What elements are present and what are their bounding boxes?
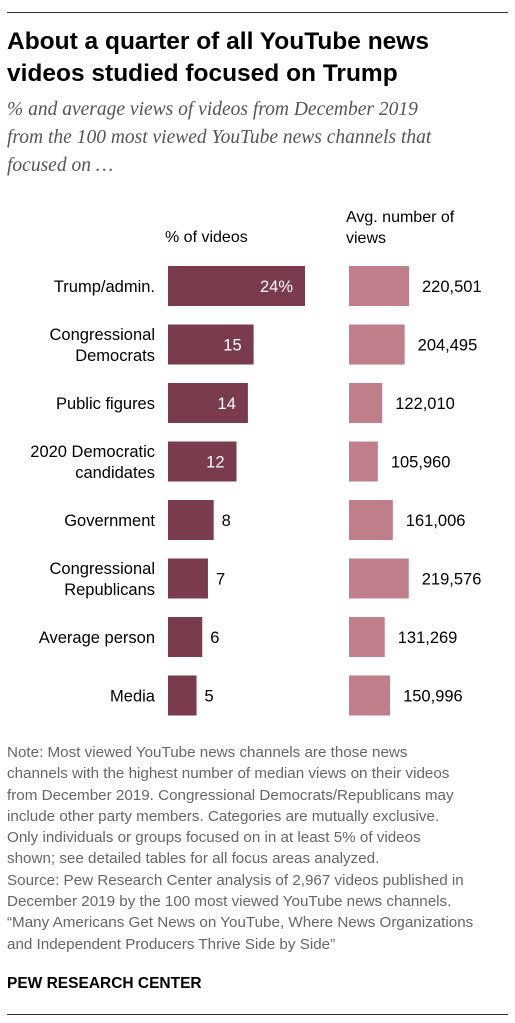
pct-bar <box>168 383 248 423</box>
views-value-label: 150,996 <box>403 688 463 706</box>
category-label: 2020 Democratic <box>30 443 155 461</box>
views-bar <box>349 441 378 482</box>
category-label: Trump/admin. <box>54 278 155 296</box>
views-value-label: 122,010 <box>395 395 455 413</box>
pct-bar <box>168 324 254 365</box>
views-value-label: 219,576 <box>422 571 482 589</box>
pct-value-label: 12 <box>206 454 224 472</box>
category-label: Public figures <box>56 395 155 413</box>
note-line: Only individuals or groups focused on in… <box>7 829 421 847</box>
note-and-source: Note: Most viewed YouTube news channels … <box>7 742 512 955</box>
views-bar <box>349 675 391 716</box>
views-value-label: 204,495 <box>418 337 478 355</box>
bar-chart: % of videos Avg. number of views Trump/admi… <box>30 209 482 716</box>
source-line: “Many Americans Get News on YouTube, Whe… <box>7 914 474 932</box>
pct-bar <box>168 558 208 599</box>
source-line: and Independent Producers Thrive Side by… <box>7 935 336 953</box>
views-bar <box>349 500 393 540</box>
note-line: include other party members. Categories … <box>7 807 440 825</box>
pct-value-label: 14 <box>218 395 236 413</box>
views-value-label: 161,006 <box>406 512 466 530</box>
views-bar <box>349 617 385 657</box>
header-avg-views: views <box>346 230 386 247</box>
header-avg-views: Avg. number of <box>346 209 455 226</box>
note-line: from December 2019. Congressional Democr… <box>7 786 454 804</box>
pct-value-label: 7 <box>216 571 225 589</box>
category-label: candidates <box>75 464 155 482</box>
category-label: Government <box>64 512 155 530</box>
category-label: Congressional <box>50 560 155 578</box>
category-label: Congressional <box>50 326 155 344</box>
subtitle-line: % and average views of videos from Decem… <box>7 99 418 120</box>
pct-value-label: 24% <box>260 278 293 296</box>
source-line: Source: Pew Research Center analysis of … <box>7 871 464 889</box>
subtitle-line: from the 100 most viewed YouTube news ch… <box>7 127 432 148</box>
pct-bar <box>168 266 305 306</box>
chart-subtitle: % and average views of videos from Decem… <box>7 96 507 180</box>
views-bar <box>349 383 383 423</box>
footer-pew-research-center: PEW RESEARCH CENTER <box>7 975 202 992</box>
source-line: December 2019 by the 100 most viewed You… <box>7 893 452 911</box>
note-line: channels with the highest number of medi… <box>7 765 450 783</box>
note-line: Note: Most viewed YouTube news channels … <box>7 744 408 761</box>
bottom-rule <box>7 1014 508 1015</box>
views-value-label: 220,501 <box>422 278 482 296</box>
subtitle-line: focused on … <box>7 155 114 176</box>
category-label: Average person <box>39 629 155 647</box>
category-label: Media <box>110 688 156 706</box>
pct-value-label: 6 <box>210 629 219 647</box>
title-line: videos studied focused on Trump <box>7 60 398 87</box>
pct-value-label: 8 <box>222 512 231 530</box>
category-label: Democrats <box>75 347 155 365</box>
pct-value-label: 5 <box>205 688 214 706</box>
pct-bar <box>168 500 214 540</box>
pct-bar <box>168 617 203 657</box>
views-bar <box>349 324 405 365</box>
title-line: About a quarter of all YouTube news <box>7 28 429 55</box>
views-bar <box>349 558 409 599</box>
views-value-label: 105,960 <box>391 454 451 472</box>
note-line: shown; see detailed tables for all focus… <box>7 850 380 868</box>
pct-bar <box>168 441 237 482</box>
chart-title: About a quarter of all YouTube news vide… <box>7 26 507 90</box>
views-bar <box>349 266 409 306</box>
pct-value-label: 15 <box>223 337 241 355</box>
top-rule <box>7 12 508 13</box>
views-value-label: 131,269 <box>398 629 458 647</box>
header-pct-of-videos: % of videos <box>165 229 248 246</box>
category-label: Republicans <box>64 581 155 599</box>
pct-bar <box>168 675 197 716</box>
